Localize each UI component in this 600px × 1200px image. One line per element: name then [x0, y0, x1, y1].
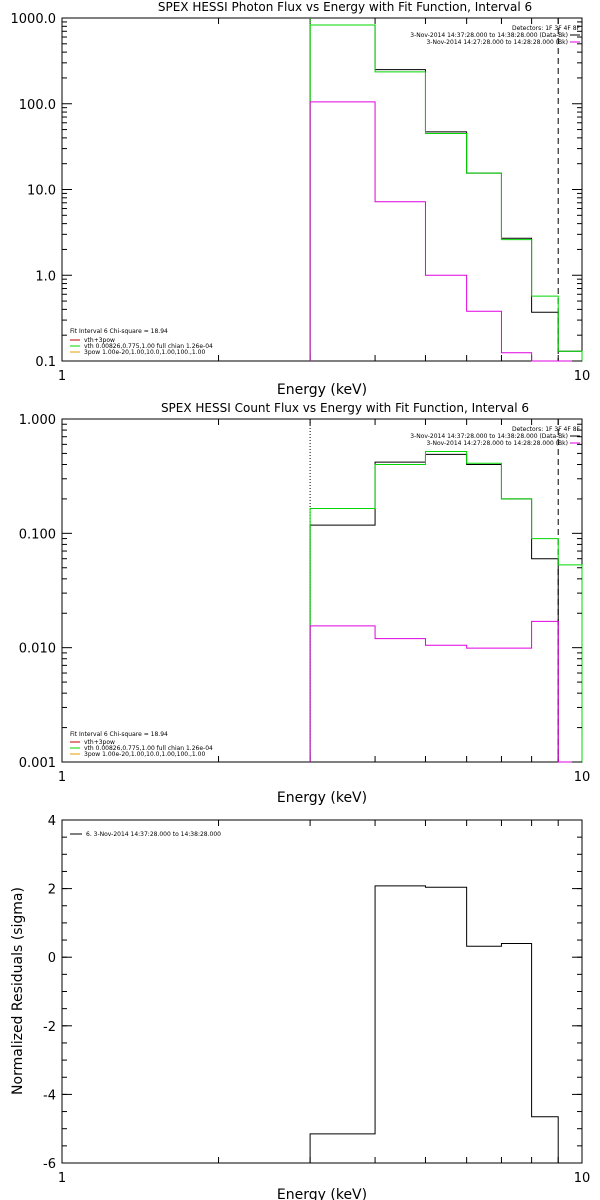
panel1-fit-info: Fit Interval 6 Chi-square = 18.94 [70, 328, 168, 335]
y-tick-label: 1.0 [35, 269, 56, 284]
y-tick-label: 0.010 [19, 642, 56, 657]
series-black-histogram [309, 453, 582, 763]
panel3-ylabel: Normalized Residuals (sigma) [10, 887, 26, 1095]
panel1-legend-vth: vth 0.00826,0.775,1.00 full chian 1.26e-… [84, 343, 213, 350]
panel3-legend-text: 6. 3-Nov-2014 14:37:28.000 to 14:38:28.0… [86, 831, 221, 838]
y-tick-label: -6 [43, 1157, 56, 1172]
series-black-histogram [309, 24, 583, 361]
panel3-xtick-10: 10 [574, 1171, 591, 1186]
panel3-xlabel: Energy (keV) [277, 1187, 367, 1200]
panel2-xlabel: Energy (keV) [277, 790, 367, 806]
series-black-histogram [309, 885, 559, 1163]
panel1-legend-right: Detectors: 1F 3F 4F 8F 3-Nov-2014 14:37:… [410, 25, 580, 46]
series-magenta-histogram [309, 101, 582, 362]
y-tick-label: 0.1 [35, 355, 56, 370]
panel1-title: SPEX HESSI Photon Flux vs Energy with Fi… [158, 0, 532, 14]
panel2-legend-3pow: 3pow 1.00e-20,1.00,10.0,1.00,100.,1.00 [84, 751, 205, 758]
y-tick-label: 1.000 [19, 413, 56, 428]
y-tick-label: -2 [43, 1020, 56, 1035]
panel1-xlabel: Energy (keV) [277, 382, 367, 398]
panel2-fit-info: Fit Interval 6 Chi-square = 18.94 [70, 731, 168, 738]
panel1-legend-detectors: Detectors: 1F 3F 4F 8F [512, 25, 581, 32]
y-tick-label: 0 [48, 951, 56, 966]
y-tick-label: 100.0 [19, 98, 56, 113]
series-green-histogram [309, 450, 583, 762]
residuals-panel: -6 -4 -2 0 2 4 1 10 Energy (keV) Normalized R… [10, 814, 590, 1200]
panel2-legend-left: Fit Interval 6 Chi-square = 18.94 vth+3p… [70, 731, 213, 758]
panel3-legend: 6. 3-Nov-2014 14:37:28.000 to 14:38:28.0… [70, 831, 221, 838]
series-magenta-histogram [309, 620, 582, 763]
y-tick-label: 2 [48, 883, 56, 898]
count-flux-panel: SPEX HESSI Count Flux vs Energy with Fit… [19, 401, 590, 806]
panel2-legend-fn: vth+3pow [84, 739, 115, 746]
y-tick-label: 4 [48, 814, 56, 829]
panel2-xtick-10: 10 [574, 770, 591, 785]
y-tick-label: 0.001 [19, 756, 56, 771]
panel1-frame [61, 17, 583, 362]
panel1-legend-fn: vth+3pow [84, 337, 115, 344]
panel1-xtick-1: 1 [58, 369, 66, 384]
panel2-title: SPEX HESSI Count Flux vs Energy with Fit… [161, 401, 529, 415]
panel1-legend-bk: 3-Nov-2014 14:27:28.000 to 14:28:28.000 … [426, 39, 568, 46]
panel1-legend-data: 3-Nov-2014 14:37:28.000 to 14:38:28.000 … [410, 32, 568, 39]
panel2-legend-vth: vth 0.00826,0.775,1.00 full chian 1.26e-… [84, 745, 213, 752]
panel3-frame [61, 819, 583, 1164]
y-tick-label: 1000.0 [11, 12, 57, 27]
y-tick-label: 10.0 [27, 184, 56, 199]
panel2-legend-data: 3-Nov-2014 14:37:28.000 to 14:38:28.000 … [410, 433, 568, 440]
panel2-legend-right: Detectors: 1F 3F 4F 8F 3-Nov-2014 14:37:… [410, 426, 580, 447]
photon-flux-panel: SPEX HESSI Photon Flux vs Energy with Fi… [11, 0, 591, 398]
panel1-xtick-10: 10 [574, 369, 591, 384]
panel1-legend-3pow: 3pow 1.00e-20,1.00,10.0,1.00,100.,1.00 [84, 349, 205, 356]
series-green-histogram [309, 24, 583, 361]
y-tick-label: 0.100 [19, 527, 56, 542]
panel3-xtick-1: 1 [58, 1171, 66, 1186]
panel1-legend-left: Fit Interval 6 Chi-square = 18.94 vth+3p… [70, 328, 213, 356]
panel2-legend-bk: 3-Nov-2014 14:27:28.000 to 14:28:28.000 … [426, 440, 568, 447]
panel2-legend-detectors: Detectors: 1F 3F 4F 8F [512, 426, 581, 433]
panel2-frame [61, 418, 583, 763]
panel2-xtick-1: 1 [58, 770, 66, 785]
y-tick-label: -4 [43, 1088, 56, 1103]
